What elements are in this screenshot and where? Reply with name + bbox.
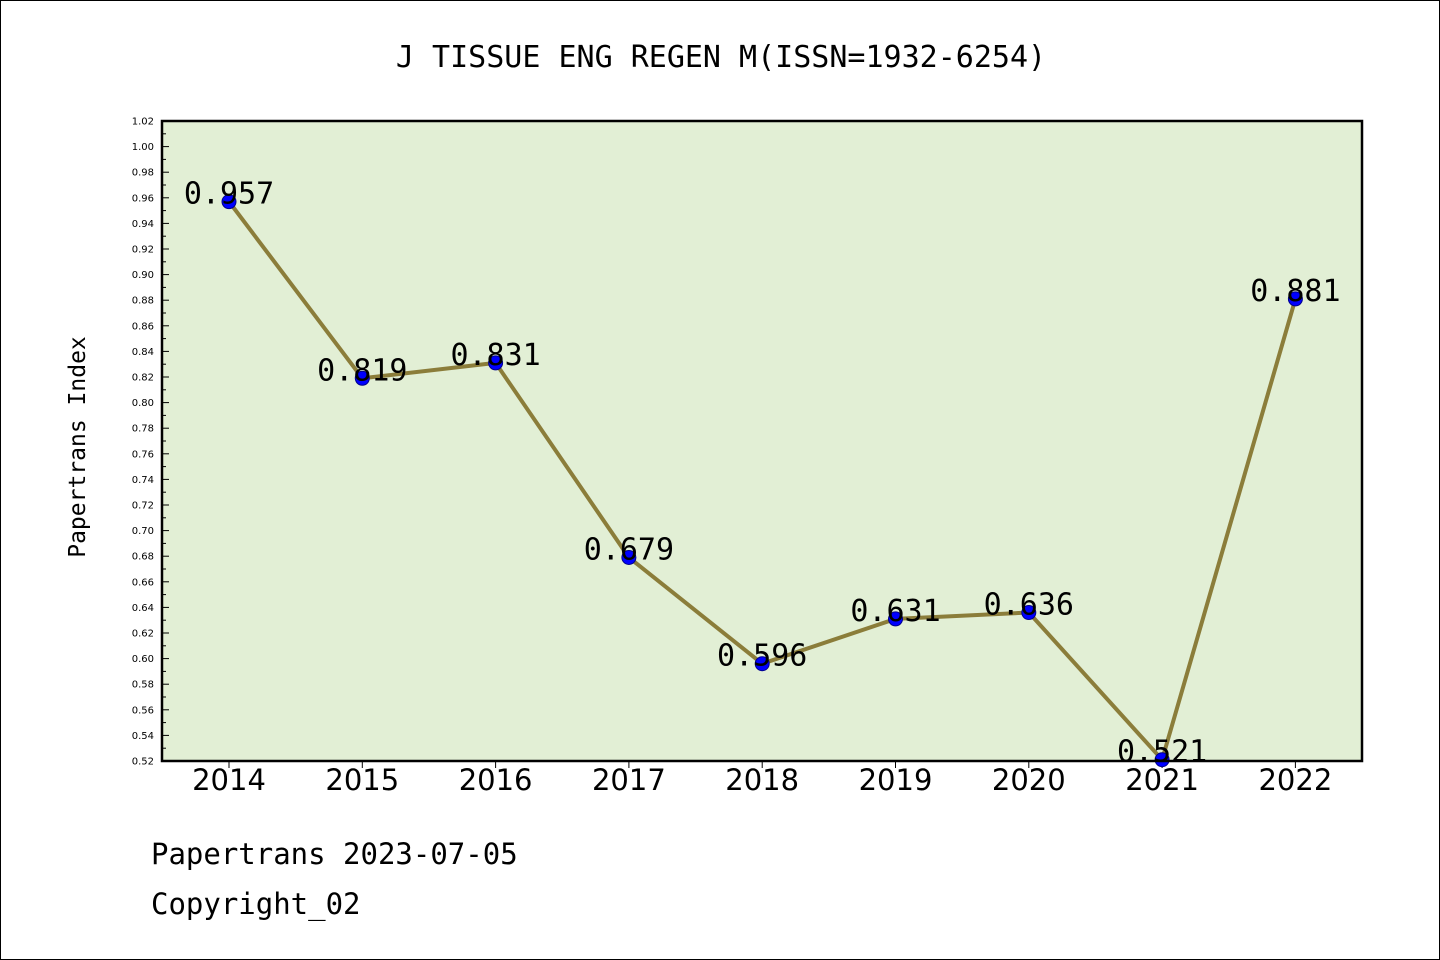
y-axis-label: Papertrans Index — [65, 336, 91, 558]
data-point — [1021, 605, 1037, 621]
y-tick-label: 0.58 — [132, 680, 154, 691]
x-tick-label: 2022 — [1258, 763, 1332, 797]
data-label: 0.636 — [984, 588, 1074, 623]
y-tick-label: 0.88 — [132, 296, 154, 307]
plot-area: 0.52 0.54 0.56 0.58 0.60 0.62 0.64 0.66 0.68 0.70… — [132, 117, 1364, 797]
data-label: 0.881 — [1250, 274, 1340, 309]
y-tick-label: 0.76 — [132, 449, 154, 460]
y-tick-label: 0.98 — [132, 168, 154, 179]
y-tick-label: 0.70 — [132, 526, 154, 537]
y-tick-label: 0.60 — [132, 654, 154, 665]
data-label: 0.957 — [184, 177, 274, 212]
y-tick-label: 0.78 — [132, 424, 154, 435]
y-tick-label: 0.96 — [132, 193, 154, 204]
data-point — [354, 370, 370, 386]
data-point — [754, 656, 770, 672]
data-point — [221, 194, 237, 210]
data-point — [888, 611, 903, 627]
plot-frame — [160, 119, 1364, 763]
footer-copyright-line: Copyright_02 — [151, 887, 361, 921]
data-label: 0.631 — [850, 594, 940, 629]
y-tick-label: 0.86 — [132, 321, 154, 332]
y-tick-label: 0.82 — [132, 373, 154, 384]
y-tick-label: 0.52 — [132, 757, 154, 768]
x-tick-label: 2017 — [592, 763, 666, 797]
data-label: 0.831 — [450, 338, 540, 373]
y-tick-label: 0.62 — [132, 629, 154, 640]
data-point — [1154, 752, 1170, 768]
x-tick-label: 2014 — [192, 763, 266, 797]
x-tick-label: 2018 — [725, 763, 799, 797]
data-point — [621, 549, 637, 565]
y-tick-label: 0.66 — [132, 577, 154, 588]
y-tick-label: 0.54 — [132, 731, 154, 742]
data-label: 0.679 — [584, 532, 674, 567]
y-tick-label: 0.94 — [132, 219, 154, 230]
data-label: 0.596 — [717, 639, 807, 674]
data-label: 0.521 — [1117, 735, 1207, 770]
data-point — [488, 355, 504, 371]
y-tick-label: 0.74 — [132, 475, 154, 486]
y-tick-label: 1.02 — [132, 117, 154, 128]
y-tick-label: 0.84 — [132, 347, 154, 358]
y-tick-label: 0.68 — [132, 552, 154, 563]
data-point — [1287, 291, 1303, 307]
plot-background — [162, 121, 1362, 761]
x-tick-label: 2021 — [1125, 763, 1199, 797]
y-tick-label: 0.92 — [132, 245, 154, 256]
chart-title: J TISSUE ENG REGEN M(ISSN=1932-6254) — [396, 40, 1046, 75]
y-tick-label: 0.80 — [132, 398, 154, 409]
y-tick-label: 1.00 — [132, 142, 154, 153]
x-tick-label: 2020 — [992, 763, 1066, 797]
y-tick-label: 0.72 — [132, 501, 154, 512]
x-tick-label: 2016 — [459, 763, 533, 797]
data-label: 0.819 — [317, 353, 407, 388]
x-tick-label: 2015 — [325, 763, 399, 797]
x-tick-label: 2019 — [859, 763, 933, 797]
y-tick-label: 0.90 — [132, 270, 154, 281]
y-tick-label: 0.64 — [132, 603, 154, 614]
footer-date-line: Papertrans 2023-07-05 — [151, 837, 518, 871]
y-tick-label: 0.56 — [132, 705, 154, 716]
